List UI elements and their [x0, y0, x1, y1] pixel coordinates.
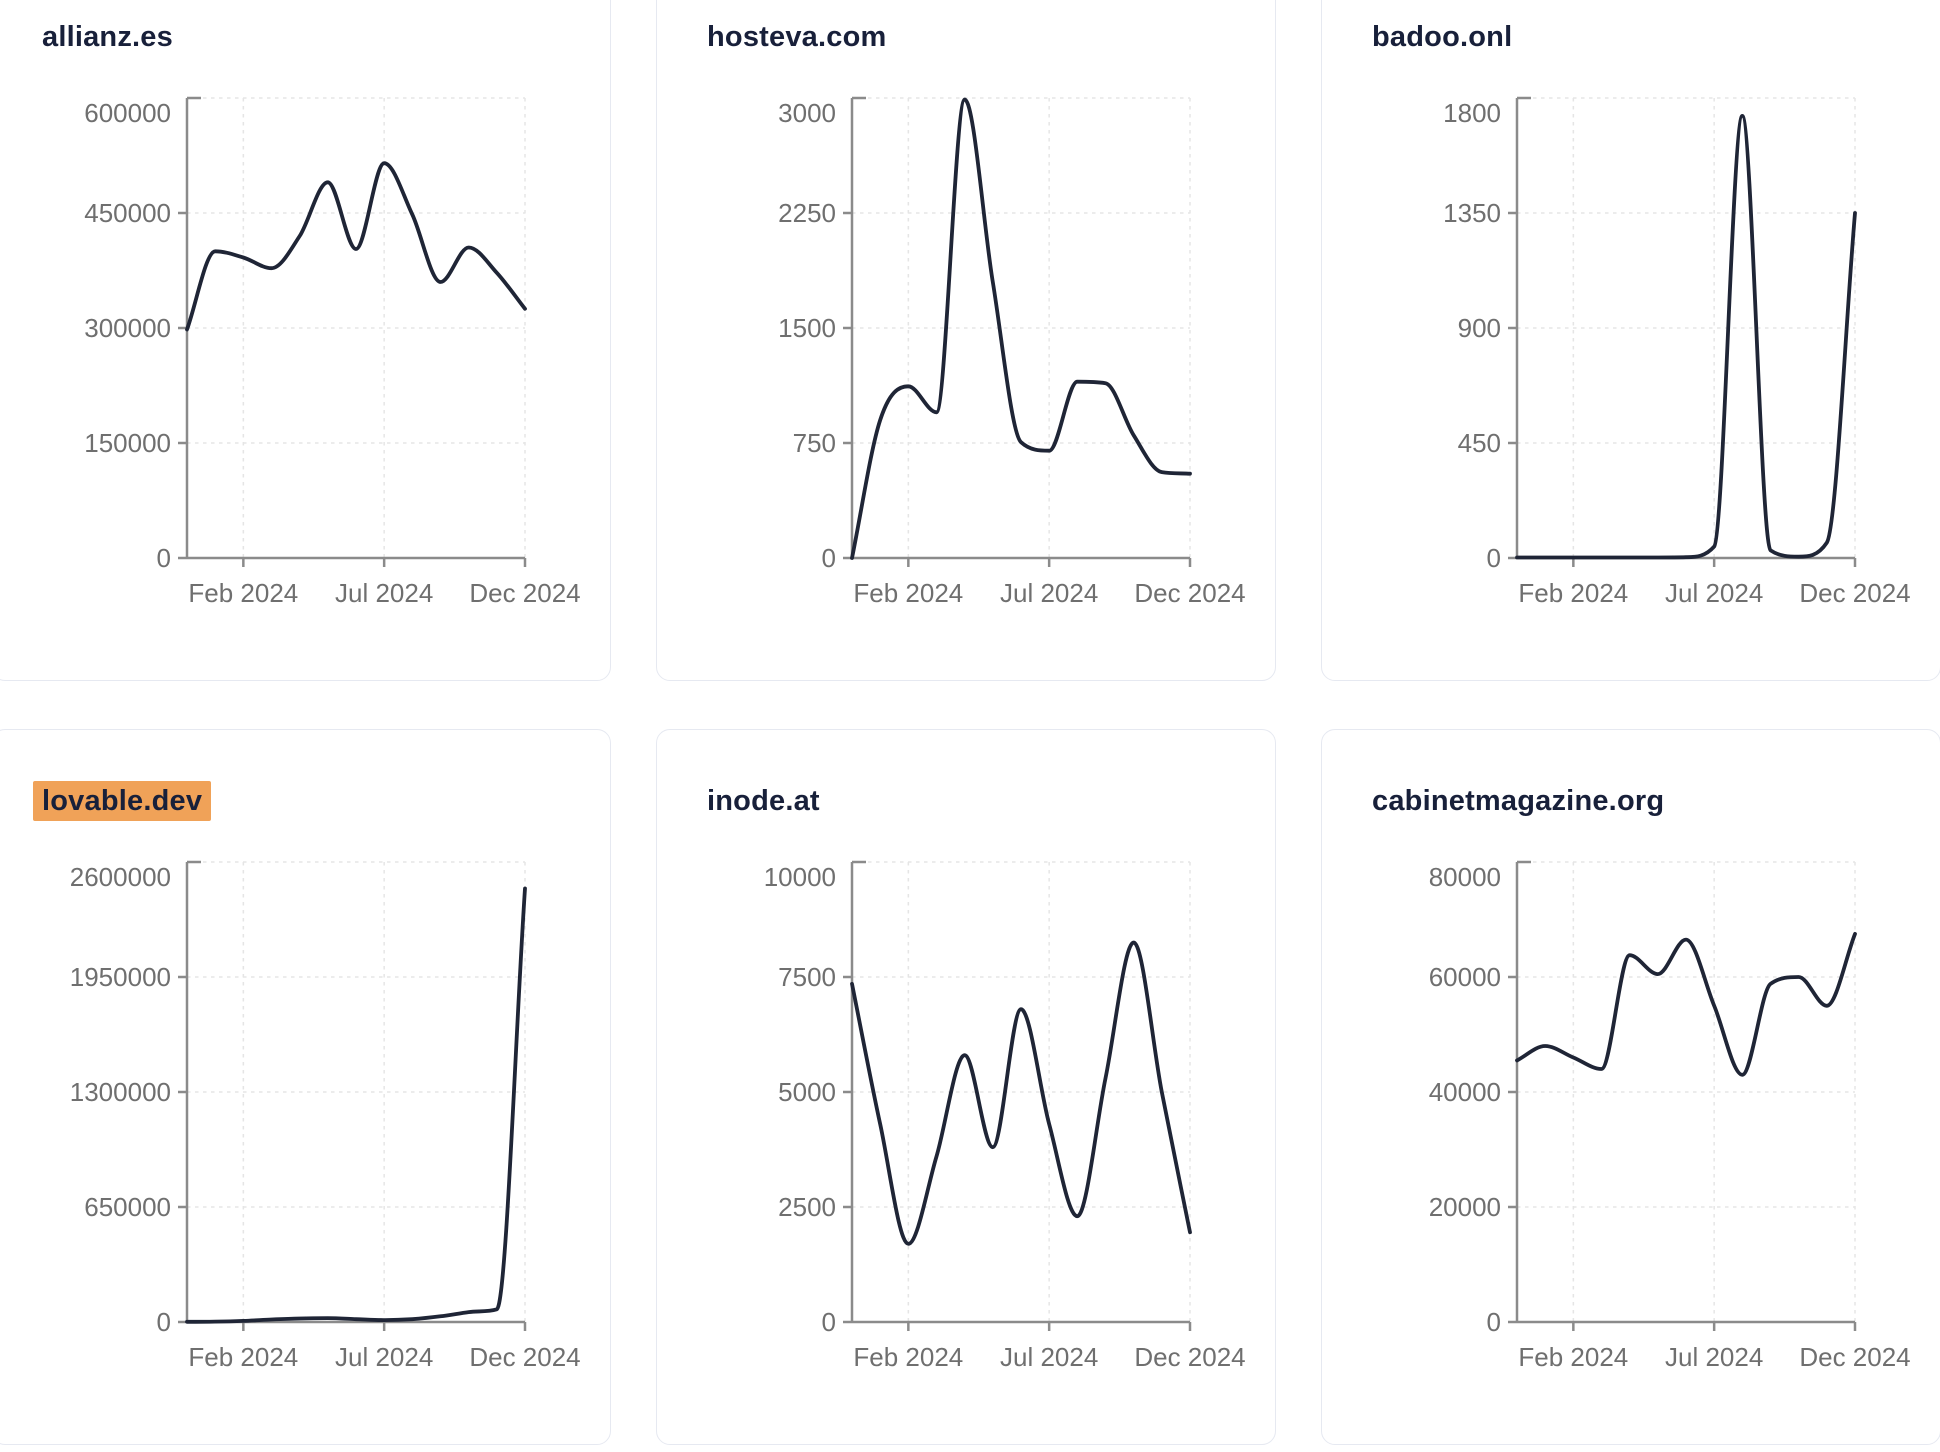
line-chart: 0 750 1500 2250 3000 Feb 2024 Jul 2024 Dec 2024	[778, 96, 1246, 608]
x-tick-label: Feb 2024	[853, 578, 963, 608]
x-tick-label: Jul 2024	[1000, 578, 1098, 608]
domain-name: lovable.dev	[33, 781, 212, 821]
y-tick-label: 150000	[84, 428, 171, 458]
chart-title: hosteva.com	[698, 21, 1275, 54]
x-tick-label: Dec 2024	[469, 578, 580, 608]
chart-title: allianz.es	[33, 21, 610, 54]
series-line	[1515, 114, 1857, 560]
y-tick-label: 750	[793, 428, 836, 458]
x-tick-label: Feb 2024	[1518, 578, 1628, 608]
y-tick-label: 2600000	[70, 862, 171, 892]
y-tick-label: 60000	[1429, 962, 1501, 992]
y-tick-label: 1950000	[70, 962, 171, 992]
domain-name: allianz.es	[42, 21, 173, 53]
x-tick-label: Feb 2024	[188, 578, 298, 608]
chart-card: badoo.onl 0 450 900 1350 1800 Feb 2024 Jul 202…	[1321, 0, 1940, 681]
y-tick-label: 0	[822, 543, 836, 573]
chart-card: inode.at 0 2500 5000 7500 10000 Feb 2024 Jul 2…	[656, 729, 1276, 1445]
x-tick-label: Dec 2024	[469, 1342, 580, 1372]
x-tick-label: Dec 2024	[1799, 578, 1910, 608]
x-tick-label: Dec 2024	[1134, 1342, 1245, 1372]
domain-name: inode.at	[707, 785, 820, 817]
y-tick-label: 900	[1458, 313, 1501, 343]
x-tick-label: Jul 2024	[1665, 578, 1763, 608]
series-line	[185, 161, 527, 332]
chart-title: cabinetmagazine.org	[1363, 785, 1940, 818]
chart-card: lovable.dev 0 650000 1300000 1950000 2600000…	[0, 729, 611, 1445]
chart-card: allianz.es 0 150000 300000 450000 600000 Feb …	[0, 0, 611, 681]
series-line	[1515, 932, 1857, 1077]
x-tick-label: Jul 2024	[1665, 1342, 1763, 1372]
chart-title: badoo.onl	[1363, 21, 1940, 54]
domain-name: cabinetmagazine.org	[1372, 785, 1665, 817]
series-line	[850, 97, 1192, 560]
y-tick-label: 20000	[1429, 1192, 1501, 1222]
y-tick-label: 1350	[1443, 198, 1501, 228]
chart-title: inode.at	[698, 785, 1275, 818]
y-tick-label: 10000	[764, 862, 836, 892]
chart-card: cabinetmagazine.org 0 20000 40000 60000 8000…	[1321, 729, 1940, 1445]
y-tick-label: 2250	[778, 198, 836, 228]
chart-title: lovable.dev	[33, 781, 610, 821]
y-tick-label: 0	[157, 1307, 171, 1337]
y-tick-label: 40000	[1429, 1077, 1501, 1107]
y-tick-label: 1500	[778, 313, 836, 343]
x-tick-label: Feb 2024	[853, 1342, 963, 1372]
line-chart: 0 650000 1300000 1950000 2600000 Feb 2024 Jul …	[70, 860, 581, 1372]
domain-name: hosteva.com	[707, 21, 887, 53]
y-tick-label: 80000	[1429, 862, 1501, 892]
y-tick-label: 1300000	[70, 1077, 171, 1107]
y-tick-label: 450000	[84, 198, 171, 228]
y-tick-label: 0	[1487, 1307, 1501, 1337]
domain-name: badoo.onl	[1372, 21, 1513, 53]
y-tick-label: 300000	[84, 313, 171, 343]
line-chart: 0 20000 40000 60000 80000 Feb 2024 Jul 2024 Dec…	[1429, 860, 1911, 1372]
y-tick-label: 450	[1458, 428, 1501, 458]
x-tick-label: Feb 2024	[188, 1342, 298, 1372]
series-line	[850, 940, 1192, 1246]
series-line	[185, 886, 527, 1324]
x-tick-label: Jul 2024	[335, 1342, 433, 1372]
y-tick-label: 1800	[1443, 98, 1501, 128]
x-tick-label: Dec 2024	[1134, 578, 1245, 608]
line-chart: 0 150000 300000 450000 600000 Feb 2024 Jul 202…	[84, 96, 581, 608]
chart-card: hosteva.com 0 750 1500 2250 3000 Feb 2024 Jul …	[656, 0, 1276, 681]
line-chart: 0 450 900 1350 1800 Feb 2024 Jul 2024 Dec 2024	[1443, 96, 1911, 608]
x-tick-label: Jul 2024	[335, 578, 433, 608]
y-tick-label: 3000	[778, 98, 836, 128]
x-tick-label: Jul 2024	[1000, 1342, 1098, 1372]
y-tick-label: 7500	[778, 962, 836, 992]
x-tick-label: Dec 2024	[1799, 1342, 1910, 1372]
line-chart: 0 2500 5000 7500 10000 Feb 2024 Jul 2024 Dec 20…	[764, 860, 1246, 1372]
y-tick-label: 0	[822, 1307, 836, 1337]
y-tick-label: 600000	[84, 98, 171, 128]
y-tick-label: 2500	[778, 1192, 836, 1222]
x-tick-label: Feb 2024	[1518, 1342, 1628, 1372]
y-tick-label: 0	[1487, 543, 1501, 573]
y-tick-label: 5000	[778, 1077, 836, 1107]
y-tick-label: 650000	[84, 1192, 171, 1222]
y-tick-label: 0	[157, 543, 171, 573]
